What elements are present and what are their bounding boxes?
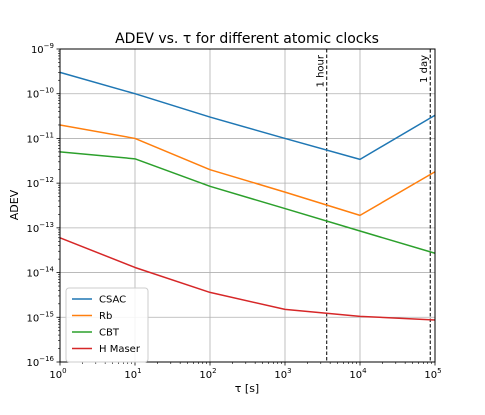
y-tick-label: 10−15 [26, 310, 54, 324]
x-axis-label: τ [s] [235, 382, 259, 395]
data-series [59, 71, 436, 321]
x-tick-label: 101 [124, 367, 141, 381]
series-line-rb [59, 124, 436, 217]
x-tick-label: 104 [349, 367, 367, 381]
legend-label: CSAC [99, 295, 126, 306]
reference-line-label: 1 day [419, 55, 430, 83]
y-tick-label: 10−14 [26, 266, 54, 280]
y-axis-ticks: 10−16 10−15 10−14 10−13 10−12 10−11 10−10 10−9 [26, 42, 60, 369]
reference-line-label: 1 hour [316, 54, 327, 87]
y-tick-label: 10−9 [31, 42, 54, 56]
y-axis-label: ADEV [8, 189, 21, 220]
chart-title: ADEV vs. τ for different atomic clocks [115, 31, 379, 47]
y-tick-label: 10−16 [26, 355, 54, 369]
series-line-h-maser [59, 237, 436, 321]
x-axis-ticks: 100 101 102 103 104 105 [49, 362, 442, 381]
x-tick-label: 105 [424, 367, 441, 381]
legend: CSAC Rb CBT H Maser [65, 287, 149, 363]
series-line-csac [59, 71, 436, 161]
legend-label: CBT [99, 328, 120, 339]
series-line-cbt [59, 151, 436, 254]
reference-lines: 1 hour 1 day [316, 49, 431, 362]
y-tick-label: 10−10 [26, 87, 54, 101]
legend-label: H Maser [99, 344, 141, 355]
y-tick-label: 10−11 [26, 131, 54, 145]
x-tick-label: 102 [199, 367, 216, 381]
y-tick-label: 10−12 [26, 176, 54, 190]
y-tick-label: 10−13 [26, 221, 54, 235]
legend-box [65, 287, 149, 363]
legend-label: Rb [99, 311, 112, 322]
plot-frame [59, 48, 436, 363]
x-tick-label: 100 [49, 367, 66, 381]
x-tick-label: 103 [274, 367, 291, 381]
